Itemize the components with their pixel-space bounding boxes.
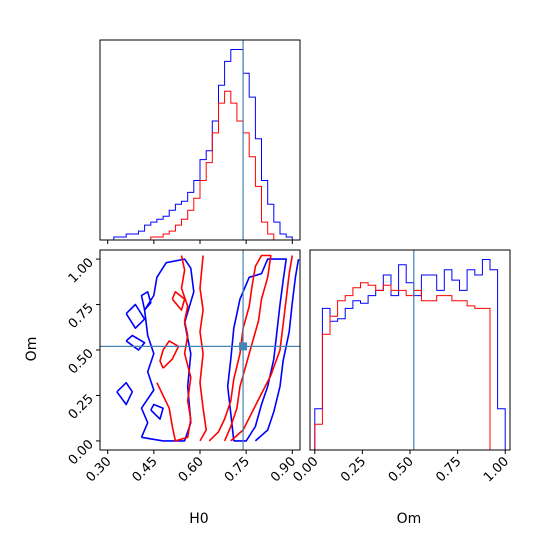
om-xtick-label-4: 1.00 [481, 454, 512, 485]
joint-ytick-label-4: 1.00 [66, 255, 97, 286]
om-xtick-label-3: 0.75 [433, 454, 464, 485]
x-axis-label-h0: H0 [189, 511, 208, 527]
contour-series-0-level-4 [150, 403, 164, 420]
om-hist-series-1 [314, 282, 506, 451]
contour-series-1-level-5 [159, 340, 180, 369]
joint-xtick-label-0: 0.30 [83, 454, 114, 485]
contour-series-0-level-3 [116, 381, 134, 406]
contour-series-1-level-1 [199, 255, 207, 442]
contour-series-0-level-2 [125, 334, 146, 351]
joint-ytick-label-1: 0.25 [66, 392, 97, 423]
x-axis-label-om: Om [397, 511, 422, 527]
om-xtick-label-1: 0.25 [338, 454, 369, 485]
contour-series-1-level-2 [208, 254, 272, 442]
joint-xtick-label-3: 0.75 [222, 454, 253, 485]
joint-xtick-label-2: 0.60 [176, 454, 207, 485]
om-hist-series-0 [314, 259, 506, 450]
om-xtick-label-2: 0.50 [386, 454, 417, 485]
contour-series-0-level-7 [254, 258, 300, 442]
joint-ytick-label-2: 0.50 [66, 346, 97, 377]
contour-series-0-level-6 [226, 258, 288, 442]
contour-series-1-level-3 [230, 255, 294, 442]
om-xtick-label-0: 0.00 [291, 454, 322, 485]
om-frame [309, 249, 511, 451]
contour-series-0-level-5 [140, 290, 152, 311]
contour-series-0-level-1 [125, 303, 146, 330]
y-axis-label-om: Om [24, 337, 40, 362]
h0-marginal-panel [99, 39, 301, 244]
h0-frame [99, 39, 301, 241]
joint-xtick-label-1: 0.45 [130, 454, 161, 485]
om-marginal-panel: 0.00 0.25 0.50 0.75 1.00 [291, 249, 512, 485]
joint-ytick-label-3: 0.75 [66, 301, 97, 332]
joint-ytick-label-0: 0.00 [66, 437, 97, 468]
contour-series-1-level-0 [156, 255, 192, 442]
joint-truth-marker [239, 342, 248, 351]
contour-series-1-level-4 [171, 290, 186, 311]
h0-hist-series-0 [107, 49, 293, 241]
h0-om-joint-panel: 0.30 0.45 0.60 0.75 0.900.000.250.500.751.00 [66, 249, 301, 485]
h0-hist-series-1 [107, 90, 293, 241]
